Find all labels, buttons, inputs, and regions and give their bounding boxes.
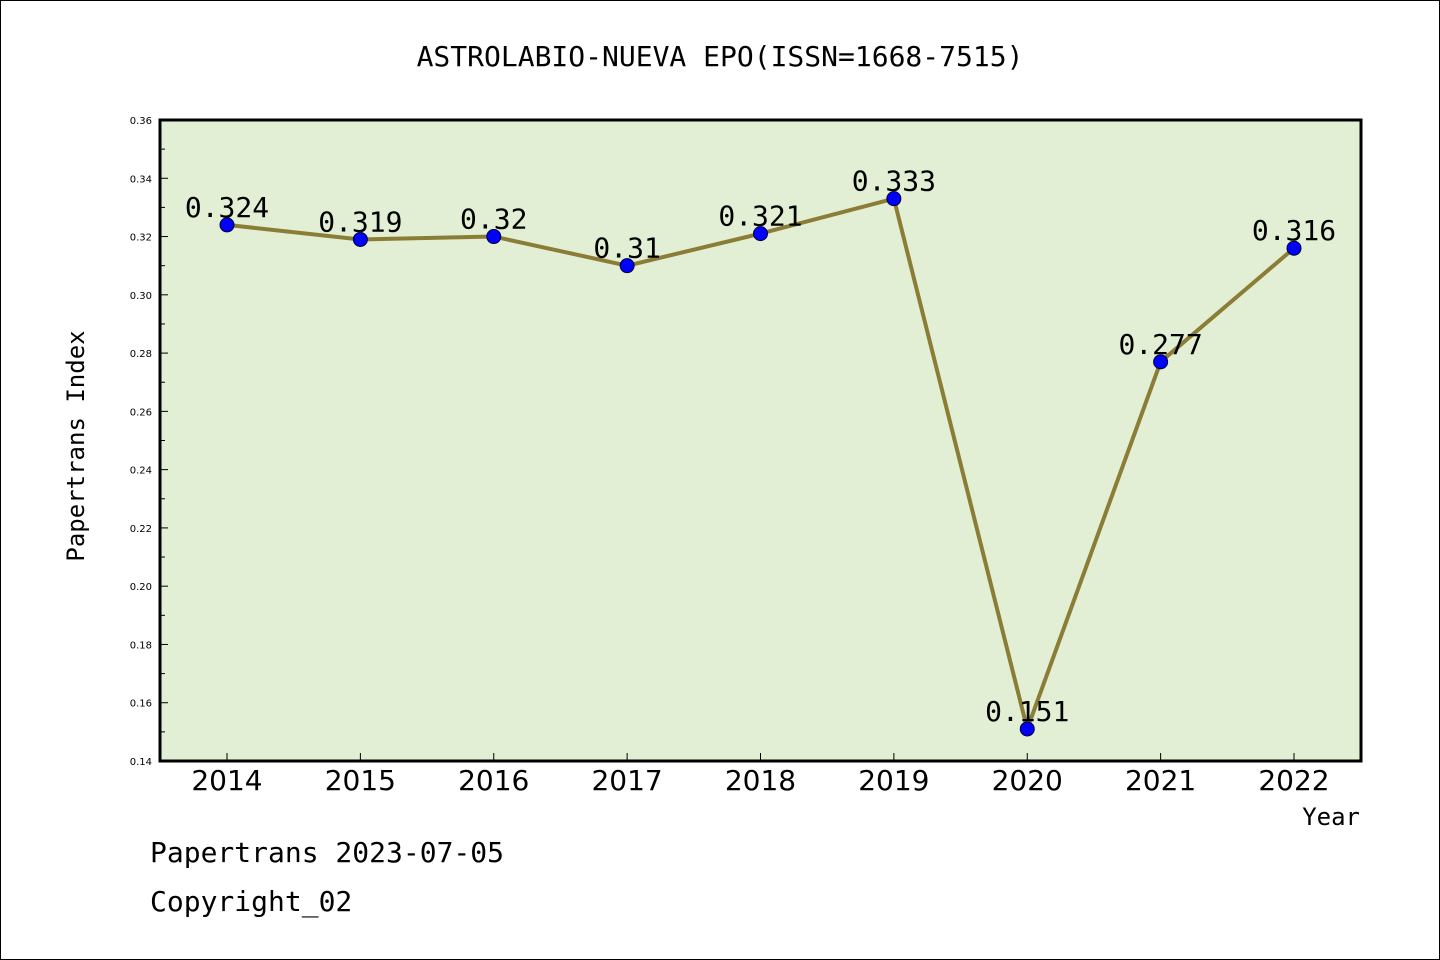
x-tick-label: 2022 [1258,764,1329,797]
x-tick-label: 2021 [1125,764,1196,797]
x-tick-label: 2017 [591,764,662,797]
data-point [352,231,368,247]
data-point [886,191,902,207]
x-tick-label: 2014 [191,764,262,797]
y-axis: 0.14 0.16 0.18 0.20 0.22 0.24 0.26 0.28 0.30 0.32… [130,116,168,768]
y-tick-label: 0.30 [130,291,152,302]
x-tick-label: 2019 [858,764,929,797]
y-tick-label: 0.16 [130,699,152,710]
data-point [219,217,235,233]
y-tick-label: 0.20 [130,582,152,593]
y-tick-label: 0.18 [130,640,152,651]
y-tick-label: 0.24 [130,466,152,477]
y-tick-label: 0.34 [130,174,152,185]
series-layer: 0.324 0.319 0.320.310.3210.3330.1510.2770.… [185,165,1336,737]
copyright-note: Copyright_02 [150,885,353,918]
data-point [753,226,768,242]
x-tick-label: 2020 [992,764,1063,797]
data-point [486,229,502,245]
x-axis-label: Year [1302,803,1360,831]
data-point [1286,240,1302,256]
x-tick-label: 2015 [325,764,396,797]
y-tick-label: 0.22 [130,524,152,535]
y-tick-label: 0.32 [130,233,152,244]
chart-title: ASTROLABIO-NUEVA EPO(ISSN=1668-7515) [417,40,1024,73]
data-point [619,258,635,274]
data-point [1153,354,1169,370]
y-tick-label: 0.36 [130,116,152,127]
x-tick-label: 2018 [725,764,796,797]
x-axis: 2014 2015 2016 2017 2018 2019 2020 2021 2022 [191,753,1330,797]
source-note: Papertrans 2023-07-05 [150,836,505,869]
y-tick-label: 0.26 [130,407,152,418]
y-tick-label: 0.14 [130,757,152,768]
y-axis-label: Papertrans Index [62,330,90,561]
y-tick-label: 0.28 [130,349,152,360]
data-point [1019,721,1035,737]
x-tick-label: 2016 [458,764,529,797]
